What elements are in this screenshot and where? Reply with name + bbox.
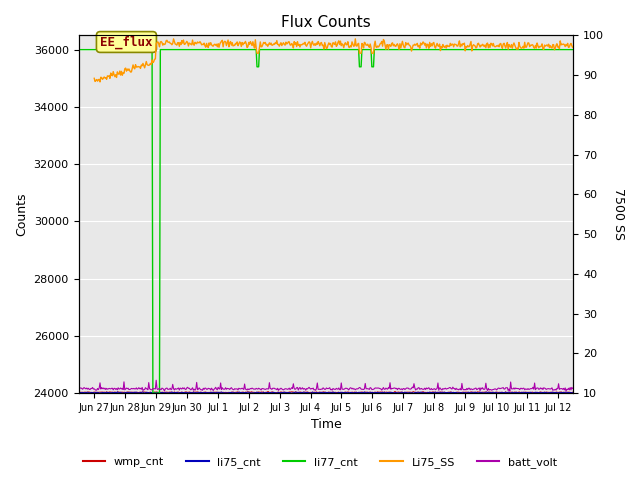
Y-axis label: Counts: Counts (15, 192, 28, 236)
X-axis label: Time: Time (310, 419, 341, 432)
Text: EE_flux: EE_flux (100, 36, 153, 48)
Title: Flux Counts: Flux Counts (281, 15, 371, 30)
Legend: wmp_cnt, li75_cnt, li77_cnt, Li75_SS, batt_volt: wmp_cnt, li75_cnt, li77_cnt, Li75_SS, ba… (78, 452, 562, 472)
Y-axis label: 7500 SS: 7500 SS (612, 188, 625, 240)
